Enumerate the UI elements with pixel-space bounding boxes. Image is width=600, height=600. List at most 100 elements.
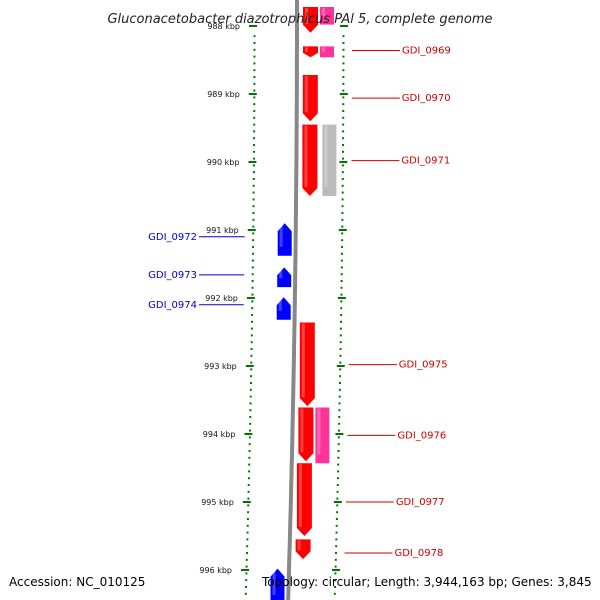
forward-feature[interactable] xyxy=(299,322,315,407)
minor-tick xyxy=(250,341,253,344)
gene-label[interactable]: GDI_0973 xyxy=(148,270,197,281)
minor-tick xyxy=(341,232,344,235)
forward-feature[interactable] xyxy=(298,407,314,462)
rna-feature[interactable] xyxy=(315,407,330,464)
minor-tick xyxy=(340,259,343,262)
reverse-feature[interactable] xyxy=(277,223,292,256)
page-title: Gluconacetobacter diazotrophicus PAl 5, … xyxy=(107,12,492,27)
minor-tick xyxy=(338,409,341,412)
gene-label[interactable]: GDI_0971 xyxy=(401,156,450,167)
minor-tick xyxy=(342,35,345,38)
minor-tick xyxy=(339,348,342,350)
minor-tick xyxy=(253,76,256,78)
minor-tick xyxy=(244,592,247,595)
gene-label[interactable]: GDI_0969 xyxy=(402,45,451,56)
minor-tick xyxy=(250,361,253,364)
gene-labels: GDI_0969 GDI_0970 GDI_0971 GDI_0972 GDI_0973… xyxy=(148,45,451,559)
minor-tick xyxy=(251,300,254,303)
minor-tick xyxy=(249,409,252,412)
gene-label[interactable]: GDI_0974 xyxy=(148,300,197,311)
minor-tick xyxy=(335,545,338,548)
minor-tick xyxy=(342,130,345,133)
minor-tick xyxy=(336,504,339,507)
minor-tick xyxy=(341,239,344,242)
forward-feature[interactable] xyxy=(302,124,318,196)
minor-tick xyxy=(341,205,344,208)
forward-feature[interactable] xyxy=(303,46,318,58)
minor-tick xyxy=(248,429,251,432)
minor-tick xyxy=(253,137,256,140)
other-feature[interactable] xyxy=(322,124,337,196)
minor-tick xyxy=(341,164,344,167)
minor-tick xyxy=(251,280,254,282)
minor-tick xyxy=(334,579,337,582)
minor-tick xyxy=(342,82,345,85)
minor-tick xyxy=(341,157,344,160)
feature-highlight xyxy=(272,569,276,595)
gene-label[interactable]: GDI_0975 xyxy=(399,360,448,371)
forward-feature[interactable] xyxy=(295,539,311,560)
feature-track xyxy=(270,7,337,600)
minor-tick xyxy=(252,218,255,221)
minor-tick xyxy=(340,273,343,276)
minor-tick xyxy=(341,246,344,248)
minor-tick xyxy=(246,531,249,534)
minor-tick xyxy=(246,538,249,541)
minor-tick xyxy=(341,171,344,174)
reverse-feature[interactable] xyxy=(270,568,285,600)
minor-tick xyxy=(339,368,342,371)
forward-feature[interactable] xyxy=(302,75,318,122)
gene-label[interactable]: GDI_0977 xyxy=(396,497,445,508)
minor-tick xyxy=(249,395,252,398)
minor-tick xyxy=(339,375,342,378)
minor-tick xyxy=(336,511,339,514)
minor-tick xyxy=(337,450,340,452)
minor-tick xyxy=(251,293,254,296)
minor-tick xyxy=(247,511,250,514)
minor-tick xyxy=(340,307,343,310)
minor-tick xyxy=(253,82,256,85)
feature-highlight xyxy=(301,323,305,398)
rna-feature[interactable] xyxy=(320,46,334,58)
minor-tick xyxy=(252,198,255,201)
feature-highlight xyxy=(278,298,282,311)
tick-label: 995 kbp xyxy=(201,498,234,507)
forward-feature[interactable] xyxy=(296,463,312,536)
reverse-feature[interactable] xyxy=(276,297,291,320)
inner-tick-ring xyxy=(241,25,257,595)
minor-tick xyxy=(253,123,256,126)
minor-tick xyxy=(335,538,338,541)
minor-tick xyxy=(342,123,345,126)
minor-tick xyxy=(253,55,256,58)
minor-tick xyxy=(250,334,253,337)
minor-tick xyxy=(335,524,338,527)
accession-text: Accession: NC_010125 xyxy=(9,575,145,589)
minor-tick xyxy=(335,531,338,534)
minor-tick xyxy=(246,524,249,527)
minor-tick xyxy=(245,558,248,561)
minor-tick xyxy=(249,388,252,391)
minor-tick xyxy=(249,422,252,425)
minor-tick xyxy=(342,42,345,44)
reverse-feature[interactable] xyxy=(277,267,292,288)
rna-feature[interactable] xyxy=(320,7,334,25)
forward-feature[interactable] xyxy=(303,7,318,33)
minor-tick xyxy=(342,96,345,99)
minor-tick xyxy=(338,388,341,391)
gene-label[interactable]: GDI_0976 xyxy=(397,430,446,441)
minor-tick xyxy=(334,552,337,554)
minor-tick xyxy=(337,470,340,473)
gene-label[interactable]: GDI_0978 xyxy=(394,548,443,559)
minor-tick xyxy=(253,144,256,146)
minor-tick xyxy=(252,157,255,160)
feature-highlight xyxy=(298,464,302,527)
minor-tick xyxy=(338,402,341,405)
gene-label[interactable]: GDI_0970 xyxy=(402,93,451,104)
minor-tick xyxy=(342,62,345,65)
minor-tick xyxy=(252,246,255,248)
tick-label: 993 kbp xyxy=(204,362,237,371)
gene-label[interactable]: GDI_0972 xyxy=(148,232,197,243)
minor-tick xyxy=(248,443,251,446)
minor-tick xyxy=(342,48,345,51)
